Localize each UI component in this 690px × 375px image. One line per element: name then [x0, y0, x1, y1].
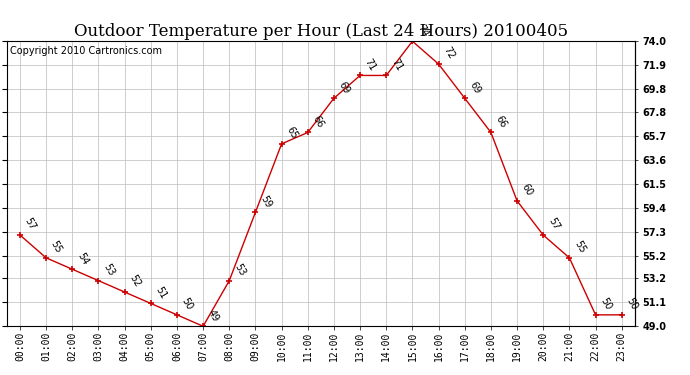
Text: 72: 72	[442, 45, 456, 61]
Text: 51: 51	[154, 285, 168, 301]
Text: 54: 54	[75, 251, 90, 267]
Text: 57: 57	[546, 216, 561, 232]
Text: 71: 71	[389, 57, 404, 73]
Text: 53: 53	[101, 262, 116, 278]
Text: 69: 69	[468, 80, 482, 96]
Text: 60: 60	[520, 183, 535, 198]
Text: 59: 59	[258, 194, 273, 210]
Text: 50: 50	[598, 296, 613, 312]
Title: Outdoor Temperature per Hour (Last 24 Hours) 20100405: Outdoor Temperature per Hour (Last 24 Ho…	[74, 23, 568, 40]
Text: 69: 69	[337, 80, 351, 96]
Text: 55: 55	[572, 239, 587, 255]
Text: 55: 55	[49, 239, 64, 255]
Text: 52: 52	[128, 273, 142, 289]
Text: 74: 74	[415, 23, 430, 39]
Text: Copyright 2010 Cartronics.com: Copyright 2010 Cartronics.com	[10, 45, 162, 56]
Text: 53: 53	[232, 262, 247, 278]
Text: 66: 66	[493, 114, 509, 130]
Text: 50: 50	[624, 296, 640, 312]
Text: 50: 50	[179, 296, 195, 312]
Text: 71: 71	[363, 57, 377, 73]
Text: 65: 65	[284, 125, 299, 141]
Text: 57: 57	[23, 216, 38, 232]
Text: 49: 49	[206, 308, 221, 324]
Text: 66: 66	[310, 114, 325, 130]
